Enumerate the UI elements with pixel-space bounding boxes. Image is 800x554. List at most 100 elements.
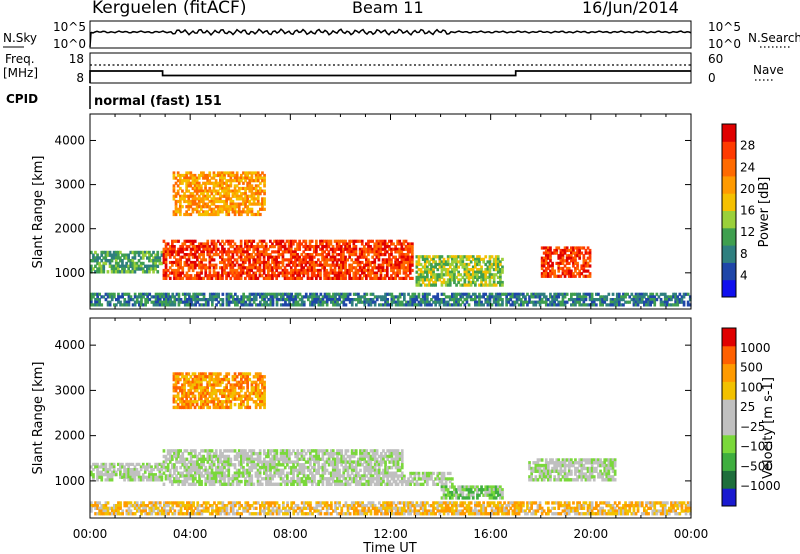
heat-cell — [227, 260, 230, 265]
heat-cell — [415, 295, 419, 299]
heat-cell — [189, 247, 193, 251]
heat-cell — [369, 263, 372, 267]
heat-cell — [131, 475, 135, 479]
heat-cell — [340, 479, 343, 484]
heat-cell — [549, 246, 552, 250]
heat-cell — [392, 268, 395, 273]
heat-cell — [219, 449, 222, 453]
heat-cell — [219, 255, 222, 259]
heat-cell — [394, 457, 398, 461]
heat-cell — [337, 239, 341, 243]
heat-cell — [173, 477, 176, 481]
heat-cell — [258, 255, 262, 259]
heat-cell — [400, 292, 404, 296]
heat-cell — [193, 176, 197, 180]
heat-cell — [204, 189, 207, 193]
heat-cell — [404, 255, 408, 259]
heat-cell — [451, 303, 454, 307]
heat-cell — [185, 468, 189, 473]
heat-cell — [294, 255, 297, 259]
heat-cell — [189, 266, 193, 270]
heat-cell — [244, 449, 247, 453]
heat-cell — [252, 274, 256, 278]
heat-cell — [332, 300, 335, 304]
heat-cell — [212, 212, 216, 217]
heat-cell — [273, 449, 277, 453]
heat-cell — [237, 471, 241, 475]
heat-cell — [256, 179, 260, 183]
heat-cell — [379, 250, 383, 254]
heat-cell — [578, 256, 581, 260]
heat-cell — [311, 449, 314, 453]
heat-cell — [394, 463, 398, 467]
heat-cell — [451, 273, 454, 277]
heat-cell — [202, 245, 205, 249]
heat-cell — [423, 270, 427, 274]
heat-cell — [288, 460, 291, 464]
heat-cell — [417, 303, 421, 307]
heat-cell — [383, 242, 387, 246]
heat-cell — [436, 471, 440, 476]
heat-cell — [135, 300, 139, 304]
heat-cell — [100, 478, 104, 482]
heat-cell — [235, 179, 239, 183]
heat-cell — [400, 449, 404, 453]
heat-cell — [574, 298, 577, 302]
heat-cell — [501, 283, 504, 287]
heat-cell — [553, 248, 556, 253]
noise-left-tick-bottom: 10^0 — [53, 37, 86, 51]
heat-cell — [298, 452, 302, 456]
heat-cell — [177, 479, 180, 484]
heat-cell — [223, 181, 226, 185]
heat-cell — [342, 274, 345, 278]
heat-cell — [501, 265, 504, 269]
heat-cell — [315, 457, 318, 461]
heat-cell — [651, 300, 655, 304]
heat-cell — [160, 465, 164, 469]
heat-cell — [277, 255, 281, 259]
heat-cell — [570, 295, 573, 299]
heat-cell — [375, 271, 379, 275]
heat-cell — [173, 274, 176, 278]
heat-cell — [164, 245, 168, 249]
heat-cell — [104, 470, 108, 474]
heat-cell — [534, 295, 538, 299]
heat-cell — [92, 303, 95, 307]
heat-cell — [402, 266, 406, 270]
heat-cell — [227, 274, 230, 278]
heat-cell — [221, 179, 224, 183]
heat-cell — [269, 460, 272, 464]
heat-cell — [229, 276, 233, 280]
heat-cell — [666, 300, 669, 304]
y-tick-label: 4000 — [54, 133, 85, 147]
heat-cell — [354, 250, 358, 254]
heat-cell — [582, 254, 586, 258]
heat-cell — [212, 452, 216, 456]
heat-cell — [402, 263, 406, 267]
heat-cell — [513, 292, 517, 296]
heat-cell — [269, 276, 272, 280]
heat-cell — [288, 457, 291, 461]
heat-cell — [279, 463, 283, 467]
heat-cell — [227, 171, 231, 175]
noise-left-label: N.Sky — [3, 31, 37, 45]
heat-cell — [298, 271, 301, 275]
heat-cell — [202, 176, 205, 180]
heat-cell — [256, 457, 260, 461]
heat-cell — [229, 255, 233, 259]
heat-cell — [96, 253, 99, 257]
heat-cell — [195, 210, 199, 214]
heat-cell — [187, 468, 191, 473]
heat-cell — [331, 474, 335, 478]
heat-cell — [438, 275, 442, 279]
heat-cell — [321, 253, 324, 257]
heat-cell — [310, 260, 314, 265]
heat-cell — [486, 303, 490, 307]
heat-cell — [194, 295, 197, 299]
heat-cell — [407, 303, 410, 307]
heat-cell — [398, 454, 402, 459]
heat-cell — [250, 457, 254, 461]
heat-cell — [538, 295, 542, 299]
heat-cell — [358, 239, 362, 243]
heat-cell — [279, 239, 283, 243]
